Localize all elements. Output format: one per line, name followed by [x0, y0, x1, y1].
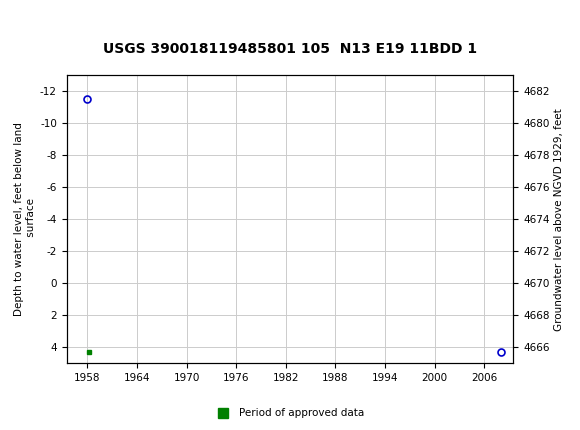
Y-axis label: Depth to water level, feet below land
 surface: Depth to water level, feet below land su… — [14, 123, 36, 316]
Text: USGS 390018119485801 105  N13 E19 11BDD 1: USGS 390018119485801 105 N13 E19 11BDD 1 — [103, 43, 477, 56]
Y-axis label: Groundwater level above NGVD 1929, feet: Groundwater level above NGVD 1929, feet — [554, 108, 564, 331]
Text: ≋USGS: ≋USGS — [3, 10, 74, 28]
Legend: Period of approved data: Period of approved data — [211, 404, 369, 423]
